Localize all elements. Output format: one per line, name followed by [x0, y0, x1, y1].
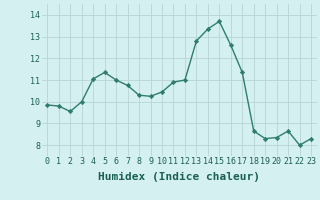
- X-axis label: Humidex (Indice chaleur): Humidex (Indice chaleur): [98, 172, 260, 182]
